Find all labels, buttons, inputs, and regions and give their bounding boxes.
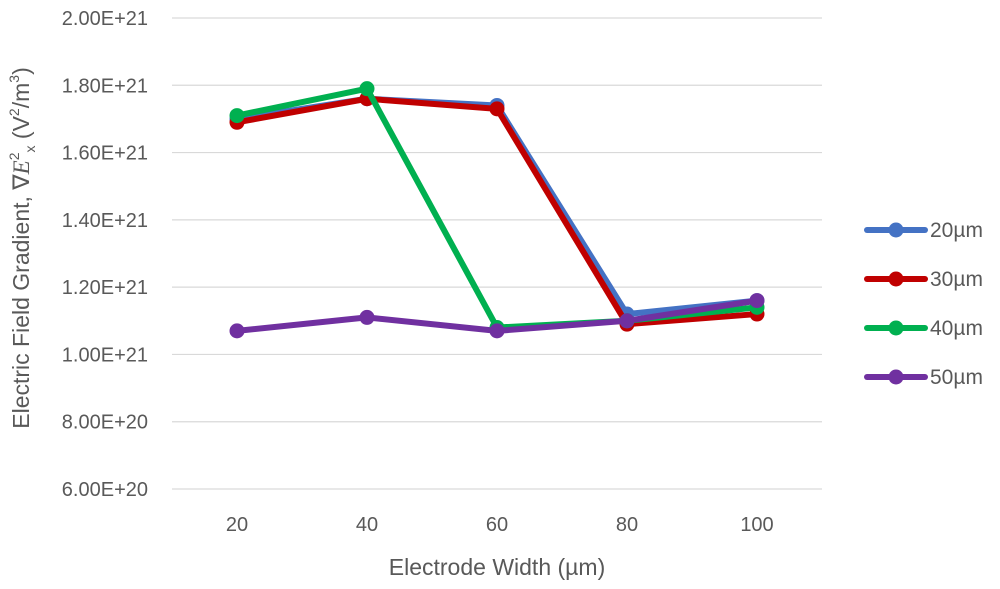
- y-tick-label: 1.00E+21: [62, 344, 148, 366]
- series-line: [234, 95, 760, 318]
- y-tick-label: 6.00E+20: [62, 479, 148, 501]
- series-50m: [229, 293, 765, 339]
- legend-label: 50µm: [930, 366, 983, 389]
- data-point: [749, 293, 765, 309]
- legend-swatch-marker: [888, 222, 904, 238]
- legend-swatch-marker: [888, 271, 904, 287]
- y-axis-title-var: E: [9, 160, 34, 175]
- y-axis-title-sub: x: [22, 145, 38, 152]
- legend: 20µm 30µm 40µm 50µm: [864, 219, 983, 389]
- y-axis-title: Electric Field Gradient, ∇E2x (V2/m3): [6, 67, 38, 429]
- legend-label: 20µm: [930, 219, 983, 242]
- series-line: [234, 95, 760, 328]
- y-axis-title-prefix: Electric Field Gradient, ∇: [8, 174, 34, 429]
- x-tick-label: 60: [486, 514, 508, 536]
- y-axis-title-unit-close: ): [8, 67, 34, 75]
- x-axis-title: Electrode Width (µm): [389, 554, 605, 580]
- x-tick-label: 40: [356, 514, 378, 536]
- series-line: [234, 85, 760, 331]
- data-point: [359, 81, 375, 97]
- legend-label: 40µm: [930, 317, 983, 340]
- y-tick-label: 8.00E+20: [62, 412, 148, 434]
- data-point: [229, 108, 245, 124]
- y-axis-ticks: 6.00E+20 8.00E+20 1.00E+21 1.20E+21 1.40E+21…: [62, 8, 148, 501]
- legend-swatch-marker: [888, 369, 904, 385]
- x-tick-label: 100: [740, 514, 773, 536]
- legend-item: 50µm: [864, 366, 983, 389]
- y-tick-label: 1.80E+21: [62, 75, 148, 97]
- y-tick-label: 1.20E+21: [62, 277, 148, 299]
- gridlines: [172, 17, 822, 490]
- y-axis-title-unit-sup2: 3: [6, 75, 22, 83]
- legend-swatch-marker: [888, 320, 904, 336]
- legend-item: 40µm: [864, 317, 983, 340]
- y-tick-label: 1.60E+21: [62, 143, 148, 165]
- y-tick-label: 2.00E+21: [62, 8, 148, 30]
- x-tick-label: 20: [226, 514, 248, 536]
- legend-item: 20µm: [864, 219, 983, 242]
- data-point: [619, 313, 635, 329]
- y-axis-title-sup: 2: [6, 152, 22, 160]
- series-group: [229, 81, 765, 339]
- y-axis-title-unit-sup1: 2: [6, 108, 22, 116]
- x-axis-ticks: 20 40 60 80 100: [226, 514, 774, 536]
- y-axis-title-unit-mid: /m: [8, 83, 34, 109]
- legend-item: 30µm: [864, 268, 983, 291]
- series-40m: [229, 81, 765, 336]
- legend-label: 30µm: [930, 268, 983, 291]
- data-point: [359, 309, 375, 325]
- data-point: [229, 323, 245, 339]
- x-tick-label: 80: [616, 514, 638, 536]
- data-point: [489, 323, 505, 339]
- data-point: [489, 101, 505, 117]
- y-axis-title-unit-open: (V: [8, 115, 34, 145]
- series-30m: [229, 91, 765, 332]
- y-tick-label: 1.40E+21: [62, 210, 148, 232]
